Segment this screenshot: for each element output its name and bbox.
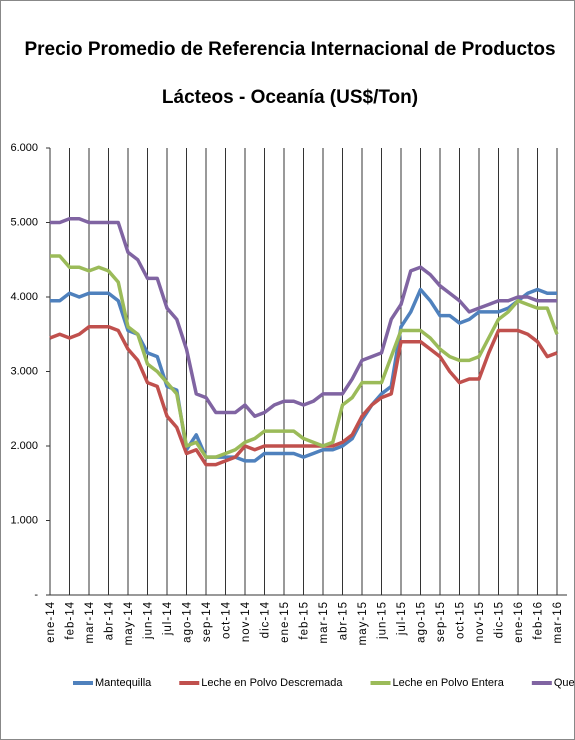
- x-tick-label: oct-15: [455, 601, 467, 639]
- legend-label: Leche en Polvo Entera: [393, 677, 505, 689]
- x-tick-label: ene-16: [513, 601, 525, 643]
- y-tick-label: 3.000: [10, 365, 38, 377]
- x-tick-label: ago-14: [182, 601, 194, 643]
- x-tick-label: jul-14: [162, 601, 174, 636]
- x-tick-label: jul-15: [396, 601, 408, 636]
- x-tick-label: sep-15: [435, 601, 447, 642]
- series-line: [50, 254, 559, 459]
- x-tick-label: jun-15: [377, 601, 389, 640]
- legend: Mantequilla Leche en Polvo Descremada Lech…: [73, 677, 575, 689]
- y-tick-label: 1.000: [10, 514, 38, 526]
- legend-label: Mantequilla: [95, 677, 152, 689]
- series-line: [50, 217, 557, 418]
- legend-label: Queso Cheddar: [554, 677, 575, 689]
- x-tick-label: nov-14: [240, 601, 252, 642]
- chart-title: Lácteos - Oceanía (US$/Ton): [162, 87, 418, 108]
- x-tick-label: feb-14: [65, 601, 77, 640]
- y-tick-label: 5.000: [10, 216, 38, 228]
- x-tick-label: may-15: [357, 601, 369, 645]
- y-tick-label: 6.000: [10, 142, 38, 154]
- x-tick-label: feb-15: [299, 601, 311, 640]
- legend-label: Leche en Polvo Descremada: [201, 677, 343, 689]
- x-tick-label: nov-15: [474, 601, 486, 642]
- x-tick-label: ago-15: [416, 601, 428, 643]
- x-tick-label: sep-14: [201, 601, 213, 642]
- y-tick-label: 4.000: [10, 291, 38, 303]
- x-tick-label: dic-15: [494, 601, 506, 638]
- x-tick-label: mar-15: [318, 601, 330, 643]
- x-tick-label: feb-16: [533, 601, 545, 640]
- x-tick-label: mar-14: [84, 601, 96, 643]
- x-tick-label: jun-14: [143, 601, 155, 640]
- series-line: [49, 325, 558, 467]
- y-tick-label: -: [34, 589, 38, 601]
- x-tick-label: may-14: [123, 601, 135, 645]
- x-tick-label: ene-14: [45, 601, 57, 643]
- x-tick-label: mar-16: [552, 601, 564, 643]
- chart-title: Precio Promedio de Referencia Internacio…: [24, 39, 555, 60]
- x-tick-label: oct-14: [221, 601, 233, 639]
- x-tick-label: abr-15: [338, 601, 350, 640]
- x-tick-label: abr-14: [104, 601, 116, 640]
- x-tick-label: ene-15: [279, 601, 291, 643]
- x-tick-label: dic-14: [260, 601, 272, 638]
- y-tick-label: 2.000: [10, 440, 38, 452]
